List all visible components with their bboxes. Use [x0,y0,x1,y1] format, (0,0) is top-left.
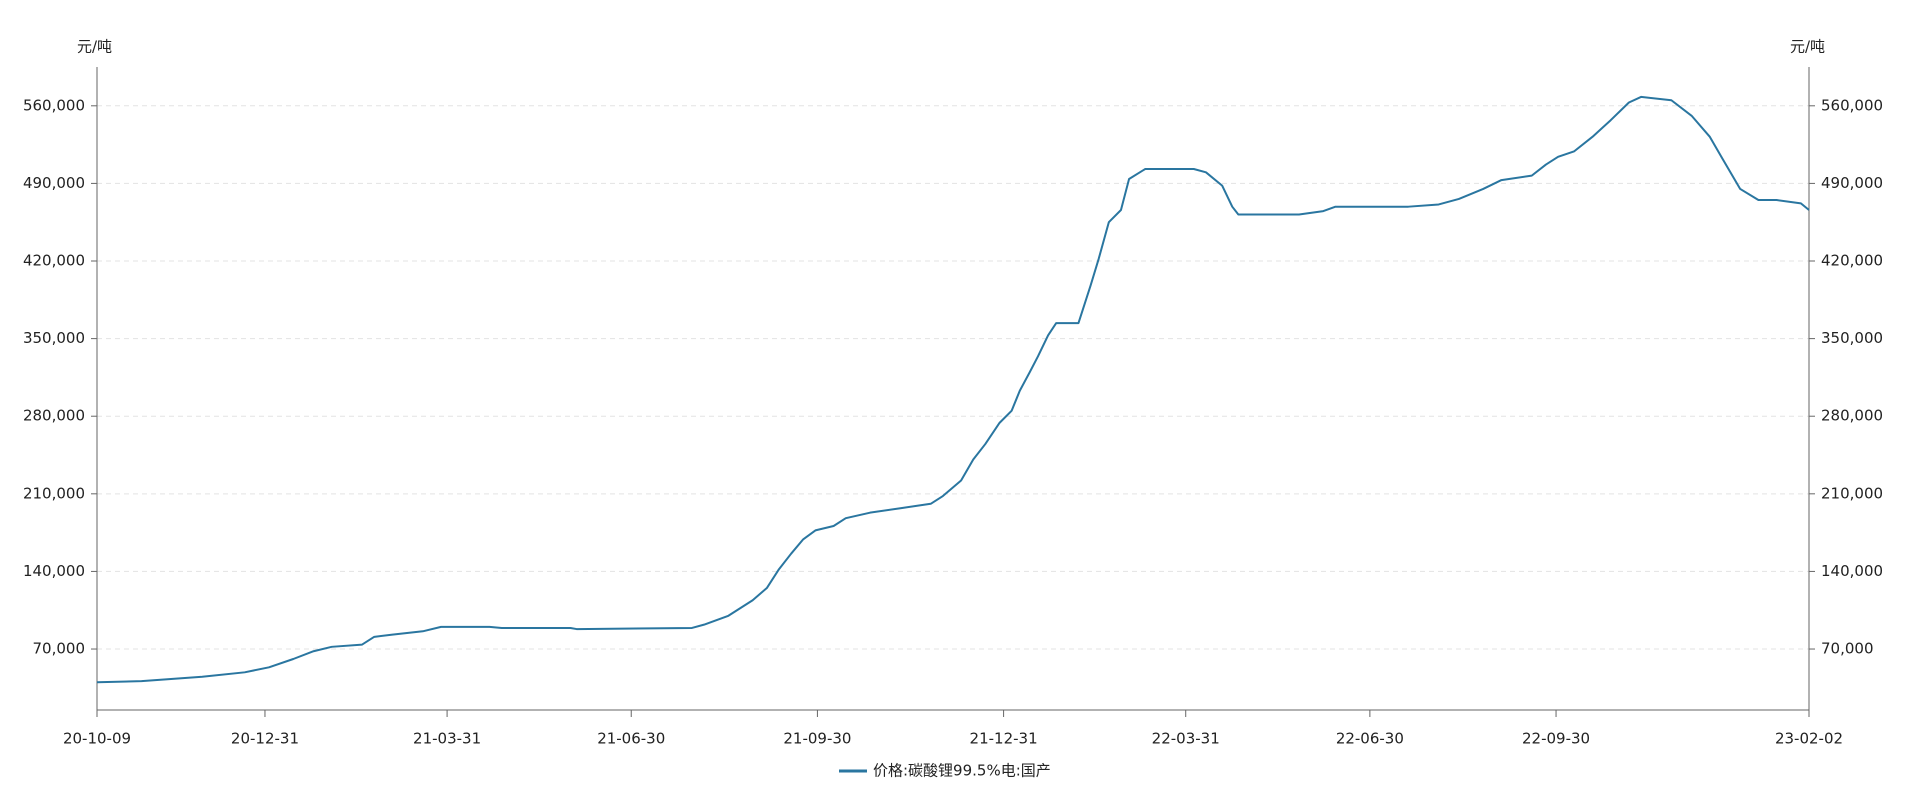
y-tick-label: 420,000 [23,252,85,270]
x-tick-label: 21-06-30 [597,730,665,748]
y-tick-label: 70,000 [33,640,86,658]
y2-tick-label: 420,000 [1821,252,1883,270]
y-tick-label: 560,000 [23,96,85,114]
x-tick-label: 21-12-31 [970,730,1038,748]
x-tick-label: 21-03-31 [413,730,481,748]
y2-tick-label: 350,000 [1821,329,1883,347]
x-tick-label: 22-06-30 [1336,730,1404,748]
x-tick-label: 20-10-09 [63,730,131,748]
y-tick-label: 210,000 [23,484,85,502]
x-tick-label: 20-12-31 [231,730,299,748]
y-tick-label: 350,000 [23,329,85,347]
x-tick-label: 21-09-30 [783,730,851,748]
y2-tick-label: 140,000 [1821,562,1883,580]
y-axis-label: 元/吨 [77,38,112,56]
y2-tick-label: 70,000 [1821,640,1874,658]
legend-label: 价格:碳酸锂99.5%电:国产 [873,762,1051,780]
y2-tick-label: 210,000 [1821,484,1883,502]
x-tick-label: 22-09-30 [1522,730,1590,748]
y2-tick-label: 490,000 [1821,174,1883,192]
y-tick-label: 490,000 [23,174,85,192]
x-tick-label: 23-02-02 [1775,730,1843,748]
y2-tick-label: 560,000 [1821,96,1883,114]
x-tick-label: 22-03-31 [1152,730,1220,748]
y2-tick-label: 280,000 [1821,407,1883,425]
y-tick-label: 140,000 [23,562,85,580]
y-tick-label: 280,000 [23,407,85,425]
y2-axis-label: 元/吨 [1790,38,1825,56]
data-line [96,95,1810,684]
